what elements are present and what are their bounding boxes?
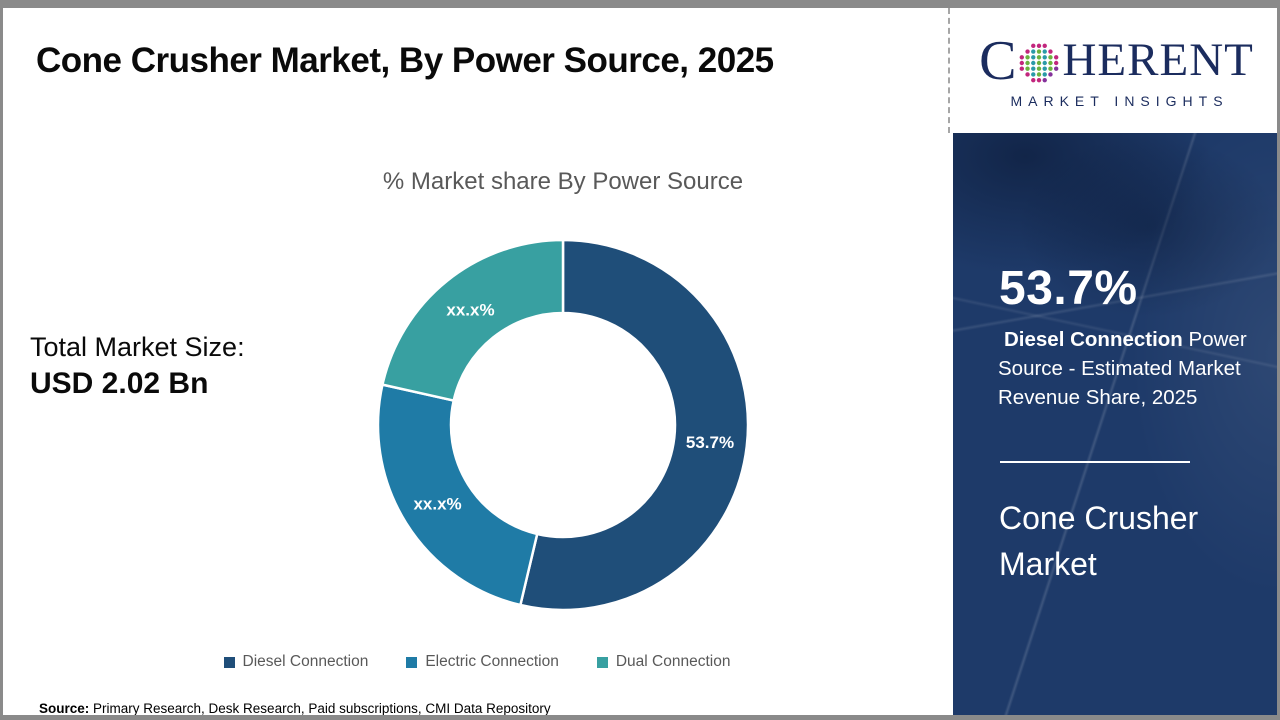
total-market-size-label: Total Market Size: (30, 332, 245, 362)
donut-slice-label: xx.x% (446, 300, 494, 319)
logo-globe-icon (1020, 43, 1059, 82)
logo-dashed-divider (948, 8, 950, 133)
legend-label-diesel: Diesel Connection (242, 653, 369, 670)
legend-swatch-diesel (223, 656, 235, 668)
panel-market-title: Cone Crusher Market (999, 500, 1199, 582)
page-title: Cone Crusher Market, By Power Source, 20… (36, 41, 774, 80)
legend-swatch-electric (406, 656, 418, 668)
donut-chart: 53.7% xx.x% xx.x% (376, 238, 750, 612)
total-market-size-block: Total Market Size: USD 2.02 Bn (30, 332, 245, 401)
logo-brand-text: HERENT (1062, 34, 1254, 86)
source-label: Source: (39, 701, 90, 716)
legend-label-electric: Electric Connection (425, 653, 559, 670)
chart-legend: Diesel Connection Electric Connection Du… (3, 653, 951, 671)
logo-brand-row: C HERENT (979, 33, 1254, 89)
legend-item-electric: Electric Connection (406, 653, 559, 671)
donut-chart-container: 53.7% xx.x% xx.x% (353, 215, 773, 635)
highlight-stat-value: 53.7% (999, 262, 1138, 315)
donut-slice-diesel-connection (519, 238, 750, 612)
logo-tagline: MARKET INSIGHTS (1010, 92, 1229, 109)
source-note: Source: Primary Research, Desk Research,… (39, 701, 551, 716)
highlight-panel: 53.7% Diesel Connection Power Source - E… (953, 133, 1277, 715)
highlight-stat-description: Diesel Connection Power Source - Estimat… (998, 325, 1270, 412)
legend-item-dual: Dual Connection (596, 653, 731, 671)
donut-slice-label: xx.x% (413, 495, 461, 514)
legend-item-diesel: Diesel Connection (223, 653, 369, 671)
company-logo: C HERENT MARKET INSIGHTS (953, 8, 1277, 133)
donut-slice-label: 53.7% (686, 433, 734, 452)
donut-slice-dual-connection (381, 238, 565, 402)
highlight-segment-name: Diesel Connection (1004, 328, 1183, 351)
logo-letter-c: C (979, 29, 1017, 92)
legend-label-dual: Dual Connection (615, 653, 731, 670)
total-market-size-value: USD 2.02 Bn (30, 367, 209, 400)
donut-slice-electric-connection (376, 383, 539, 607)
panel-divider-line (1000, 461, 1190, 463)
legend-swatch-dual (596, 656, 608, 668)
source-text: Primary Research, Desk Research, Paid su… (89, 701, 551, 716)
chart-subtitle: % Market share By Power Source (382, 168, 744, 195)
highlight-stat-rest: Power Source - Estimated Market Revenue … (998, 328, 1247, 409)
